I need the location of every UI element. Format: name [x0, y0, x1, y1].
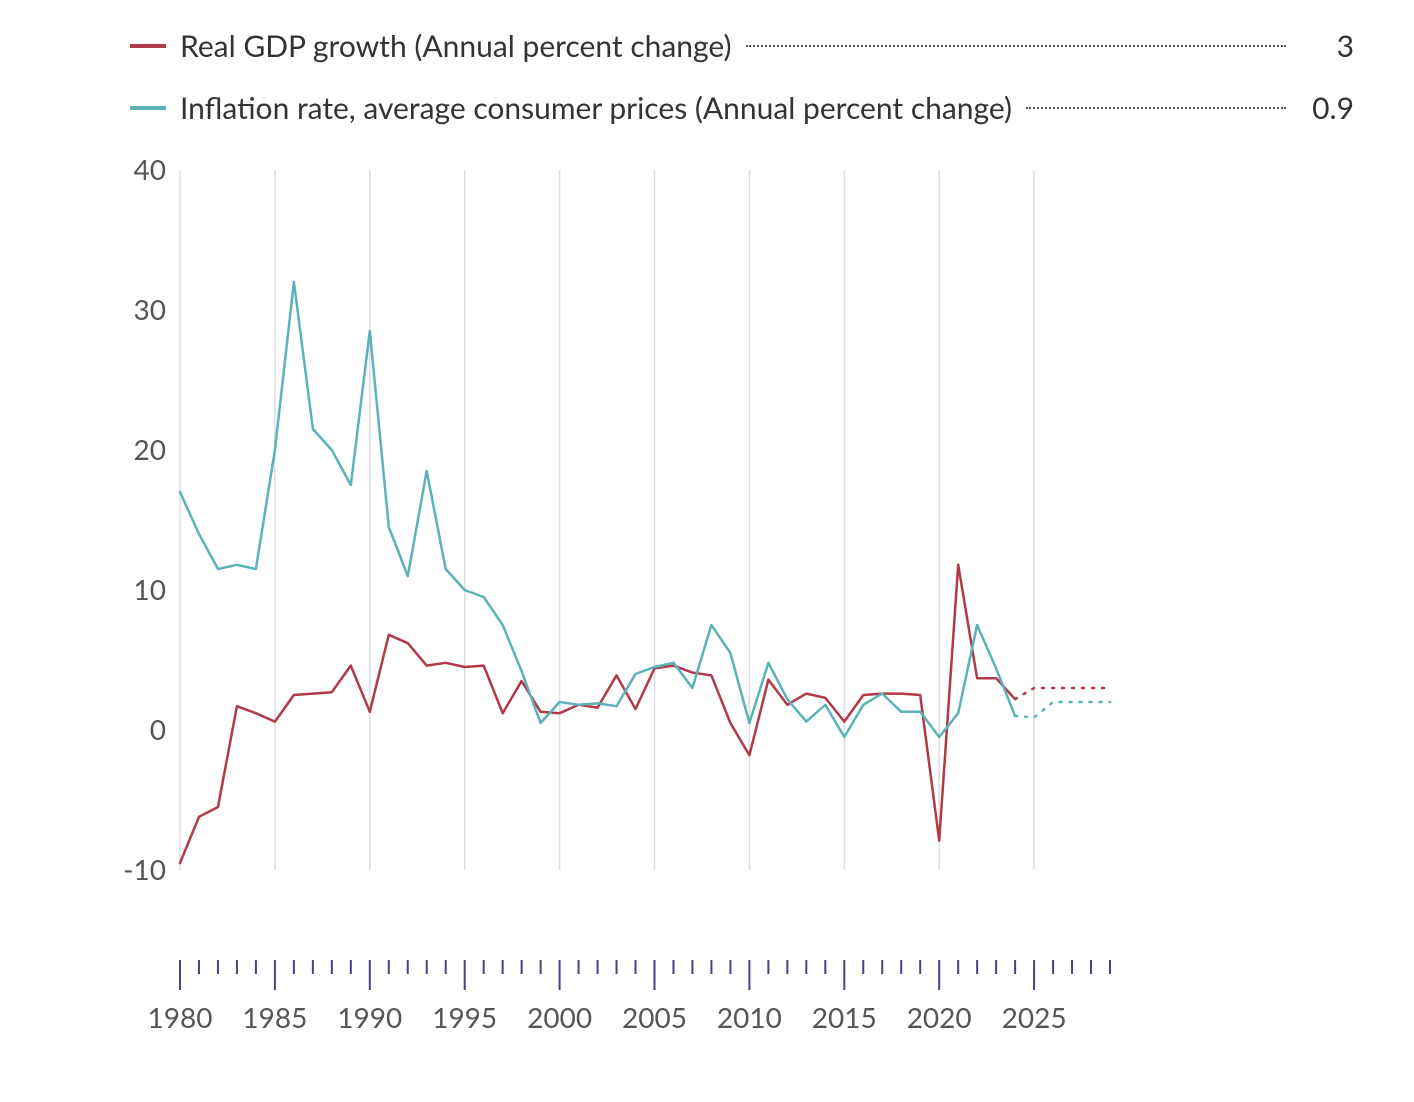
- y-tick-label: 30: [134, 292, 166, 326]
- y-tick-label: -10: [123, 852, 166, 886]
- x-tick-label: 2015: [812, 1000, 877, 1034]
- y-tick-label: 0: [150, 712, 166, 746]
- legend-item-inflation[interactable]: Inflation rate, average consumer prices …: [130, 86, 1354, 130]
- chart-area: -10 0 10 20 30 40 1980 1985 1990 1995 2000 2005 2010…: [0, 150, 1414, 1080]
- y-tick-label: 10: [134, 572, 166, 606]
- series-projection-gdp[interactable]: [1015, 688, 1110, 699]
- legend-swatch-inflation: [130, 106, 166, 110]
- legend-leader-line: [746, 45, 1286, 47]
- legend-item-gdp[interactable]: Real GDP growth (Annual percent change) 3: [130, 24, 1354, 68]
- legend-value-inflation: 0.9: [1304, 90, 1354, 126]
- series-line-inflation[interactable]: [180, 282, 1015, 737]
- x-tick-label: 1990: [337, 1000, 402, 1034]
- x-tick-label: 2000: [527, 1000, 592, 1034]
- x-tick-label: 1995: [432, 1000, 497, 1034]
- series-projection-inflation[interactable]: [1015, 702, 1110, 717]
- line-chart: -10 0 10 20 30 40 1980 1985 1990 1995 2000 2005 2010…: [0, 150, 1414, 1080]
- x-tick-label: 2025: [1002, 1000, 1067, 1034]
- y-tick-label: 40: [134, 152, 166, 186]
- legend-swatch-gdp: [130, 44, 166, 48]
- x-tick-label: 2010: [717, 1000, 782, 1034]
- x-tick-label: 1980: [148, 1000, 213, 1034]
- x-tick-label: 2005: [622, 1000, 687, 1034]
- legend-label-gdp: Real GDP growth (Annual percent change): [180, 28, 732, 64]
- legend-value-gdp: 3: [1304, 28, 1354, 64]
- legend-leader-line: [1026, 107, 1286, 109]
- series-line-gdp[interactable]: [180, 565, 1015, 863]
- page: Real GDP growth (Annual percent change) 3…: [0, 0, 1414, 1102]
- x-tick-label: 2020: [907, 1000, 972, 1034]
- y-tick-label: 20: [134, 432, 166, 466]
- legend: Real GDP growth (Annual percent change) 3…: [130, 24, 1354, 148]
- x-tick-label: 1985: [242, 1000, 307, 1034]
- legend-label-inflation: Inflation rate, average consumer prices …: [180, 90, 1012, 126]
